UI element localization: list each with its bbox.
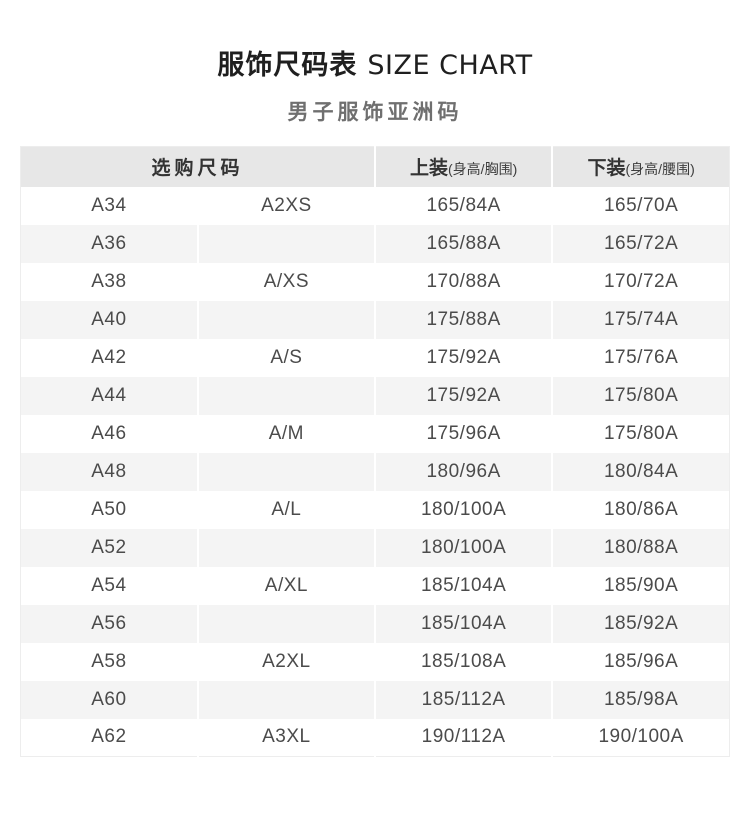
size-row-A58: A58 A2XL 185/108A 185/96A bbox=[21, 642, 730, 681]
cell-tops-size: 170/88A bbox=[373, 262, 553, 301]
cell-intl-size-code bbox=[196, 376, 375, 415]
size-row-A54: A54 A/XL 185/104A 185/90A bbox=[21, 566, 730, 605]
header-col-bottoms: 下装(身高/腰围) bbox=[551, 146, 730, 187]
cell-tops-size: 175/92A bbox=[373, 338, 553, 377]
cell-tops-size: 190/112A bbox=[373, 718, 553, 757]
header-col-tops: 上装(身高/胸围) bbox=[373, 146, 553, 187]
header-tops-subnote: (身高/胸围) bbox=[448, 161, 518, 178]
cell-tops-size: 165/84A bbox=[373, 186, 553, 225]
cell-bottoms-size: 185/92A bbox=[551, 604, 730, 643]
header-bottoms-label: 下装 bbox=[587, 158, 626, 180]
cell-tops-size: 165/88A bbox=[373, 224, 553, 263]
cell-bottoms-size: 175/80A bbox=[551, 414, 730, 453]
cell-intl-size-code: A/L bbox=[196, 490, 375, 529]
size-chart-table: 选购尺码 上装(身高/胸围) 下装(身高/腰围) A34 A2XS 165/84A 1… bbox=[20, 146, 730, 757]
cell-intl-size-code bbox=[196, 528, 375, 567]
cell-intl-size-code bbox=[196, 224, 375, 263]
size-row-A42: A42 A/S 175/92A 175/76A bbox=[21, 338, 730, 377]
size-row-A60: A60 185/112A 185/98A bbox=[20, 680, 730, 719]
cell-cn-size-code: A50 bbox=[91, 498, 127, 520]
cell-cn-size-code: A36 bbox=[20, 224, 198, 263]
cell-intl-size-code: A/XS bbox=[196, 262, 375, 301]
cell-cn-size-code: A40 bbox=[20, 300, 198, 339]
cell-tops-size: 185/108A bbox=[373, 642, 553, 681]
size-row-A56: A56 185/104A 185/92A bbox=[20, 604, 730, 643]
page-subtitle: 男子服饰亚洲码 bbox=[287, 101, 463, 124]
cell-cn-size-code: A58 bbox=[91, 650, 127, 672]
page-title-chinese: 服饰尺码表 bbox=[217, 50, 358, 80]
cell-cn-size-code: A62 bbox=[91, 726, 127, 748]
cell-intl-size-code bbox=[196, 452, 375, 491]
size-row-A40: A40 175/88A 175/74A bbox=[20, 300, 730, 339]
cell-bottoms-size: 175/80A bbox=[551, 376, 730, 415]
cell-tops-size: 185/104A bbox=[373, 604, 553, 643]
cell-intl-size-code bbox=[196, 680, 375, 719]
cell-intl-size-code: A2XL bbox=[196, 642, 375, 681]
size-chart-page: 服饰尺码表 SIZE CHART 男子服饰亚洲码 选购尺码 上装(身高/胸围) 下… bbox=[0, 48, 750, 757]
size-chart-header: 选购尺码 上装(身高/胸围) 下装(身高/腰围) bbox=[20, 146, 730, 187]
size-row-A44: A44 175/92A 175/80A bbox=[20, 376, 730, 415]
cell-tops-size: 175/96A bbox=[373, 414, 553, 453]
cell-bottoms-size: 185/96A bbox=[551, 642, 730, 681]
cell-bottoms-size: 185/90A bbox=[551, 566, 730, 605]
cell-cn-size-code: A34 bbox=[91, 194, 127, 216]
cell-tops-size: 185/104A bbox=[373, 566, 553, 605]
cell-cn-size-code: A38 bbox=[91, 270, 127, 292]
size-row-A38: A38 A/XS 170/88A 170/72A bbox=[21, 262, 730, 301]
header-col-purchase-size: 选购尺码 bbox=[20, 146, 375, 187]
cell-tops-size: 175/88A bbox=[373, 300, 553, 339]
cell-tops-size: 175/92A bbox=[373, 376, 553, 415]
cell-tops-size: 185/112A bbox=[373, 680, 553, 719]
cell-bottoms-size: 180/84A bbox=[551, 452, 730, 491]
size-row-A48: A48 180/96A 180/84A bbox=[20, 452, 730, 491]
cell-intl-size-code: A2XS bbox=[196, 186, 375, 225]
cell-cn-size-code: A56 bbox=[20, 604, 198, 643]
cell-intl-size-code: A/S bbox=[196, 338, 375, 377]
cell-cn-size-code: A60 bbox=[20, 680, 198, 719]
cell-tops-size: 180/96A bbox=[373, 452, 553, 491]
cell-bottoms-size: 180/86A bbox=[551, 490, 730, 529]
cell-intl-size-code bbox=[196, 300, 375, 339]
cell-bottoms-size: 175/76A bbox=[551, 338, 730, 377]
cell-intl-size-code: A3XL bbox=[196, 718, 375, 757]
size-row-A46: A46 A/M 175/96A 175/80A bbox=[21, 414, 730, 453]
cell-cn-size-code: A44 bbox=[20, 376, 198, 415]
cell-bottoms-size: 175/74A bbox=[551, 300, 730, 339]
cell-tops-size: 180/100A bbox=[373, 490, 553, 529]
header-tops-label: 上装 bbox=[410, 158, 449, 180]
cell-intl-size-code bbox=[196, 604, 375, 643]
size-row-A52: A52 180/100A 180/88A bbox=[20, 528, 730, 567]
cell-intl-size-code: A/M bbox=[196, 414, 375, 453]
cell-intl-size-code: A/XL bbox=[196, 566, 375, 605]
cell-cn-size-code: A48 bbox=[20, 452, 198, 491]
cell-bottoms-size: 170/72A bbox=[551, 262, 730, 301]
cell-bottoms-size: 190/100A bbox=[551, 718, 730, 757]
header-bottoms-subnote: (身高/腰围) bbox=[625, 161, 695, 178]
cell-bottoms-size: 185/98A bbox=[551, 680, 730, 719]
size-chart-body: A34 A2XS 165/84A 165/70A A36 165/88A 165/72A A3… bbox=[20, 186, 730, 757]
cell-bottoms-size: 165/72A bbox=[551, 224, 730, 263]
page-title: 服饰尺码表 SIZE CHART bbox=[0, 48, 750, 83]
size-row-A50: A50 A/L 180/100A 180/86A bbox=[21, 490, 730, 529]
cell-cn-size-code: A54 bbox=[91, 574, 127, 596]
cell-bottoms-size: 180/88A bbox=[551, 528, 730, 567]
page-title-english: SIZE CHART bbox=[367, 50, 533, 81]
cell-cn-size-code: A42 bbox=[91, 346, 127, 368]
size-row-A36: A36 165/88A 165/72A bbox=[20, 224, 730, 263]
cell-tops-size: 180/100A bbox=[373, 528, 553, 567]
cell-bottoms-size: 165/70A bbox=[551, 186, 730, 225]
size-row-A34: A34 A2XS 165/84A 165/70A bbox=[21, 186, 730, 225]
cell-cn-size-code: A52 bbox=[20, 528, 198, 567]
cell-cn-size-code: A46 bbox=[91, 422, 127, 444]
size-row-A62: A62 A3XL 190/112A 190/100A bbox=[21, 718, 730, 757]
header-row: 选购尺码 上装(身高/胸围) 下装(身高/腰围) bbox=[20, 146, 730, 187]
